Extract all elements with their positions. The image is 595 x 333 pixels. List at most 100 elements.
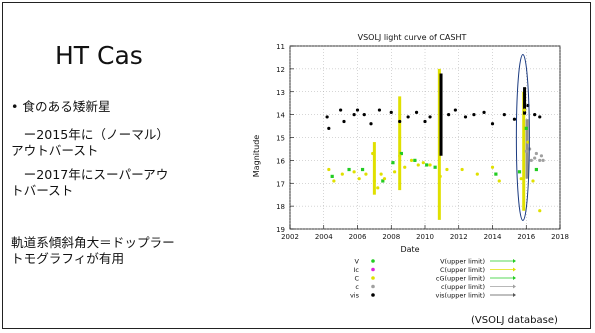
x-axis-label: Date: [400, 245, 419, 254]
legend-label: cG(upper limit): [436, 275, 485, 283]
data-point-V: [413, 158, 417, 162]
data-point-vis: [414, 110, 419, 114]
slide-title: HT Cas: [55, 41, 143, 70]
data-point-C: [409, 158, 414, 162]
legend-marker: [371, 284, 375, 289]
x-tick-label: 2002: [281, 233, 299, 241]
data-point-vis: [352, 113, 356, 117]
data-point-vis: [398, 119, 402, 124]
data-point-C: [519, 177, 523, 181]
legend-arrow-head: [513, 284, 516, 289]
y-tick-label: 11: [276, 43, 285, 51]
data-point-c: [529, 158, 533, 162]
legend-label: vis: [350, 292, 360, 300]
legend-arrow-head: [513, 259, 516, 263]
x-tick-label: 2016: [517, 233, 535, 241]
data-point-c: [539, 154, 544, 158]
legend-marker: [371, 293, 375, 297]
legend-label: vis(upper limit): [435, 292, 485, 300]
data-point-vis: [463, 115, 468, 119]
data-point-C: [538, 209, 542, 213]
legend-marker: [371, 276, 375, 280]
data-point-c: [524, 149, 528, 153]
data-point-C: [376, 186, 380, 190]
data-point-V: [494, 172, 498, 176]
data-point-V: [399, 151, 403, 156]
x-tick-label: 2008: [382, 233, 400, 241]
data-point-V: [534, 167, 538, 172]
legend-label: V: [355, 258, 360, 266]
data-point-vis: [472, 113, 476, 117]
source-label: (VSOLJ database): [471, 315, 558, 326]
bullet-line-1: • 食のある矮新星: [11, 99, 111, 114]
y-tick-label: 19: [276, 226, 285, 234]
data-point-C: [372, 179, 376, 183]
data-point-vis: [325, 115, 329, 119]
data-point-C: [393, 170, 397, 174]
bullet-line-4: ー2017年にスーパーアウ: [11, 167, 169, 182]
data-point-vis: [342, 119, 346, 124]
legend-arrow-head: [513, 267, 516, 272]
legend-arrow-head: [513, 276, 516, 280]
data-point-C: [445, 167, 449, 172]
legend-label: C: [354, 275, 359, 283]
data-point-C: [382, 177, 387, 181]
y-tick-label: 16: [276, 157, 285, 165]
x-tick-label: 2012: [450, 233, 468, 241]
data-point-vis: [512, 117, 517, 121]
data-point-vis: [490, 122, 495, 126]
data-point-vis: [327, 126, 331, 130]
data-point-C: [357, 177, 361, 181]
data-point-vis: [447, 113, 451, 117]
legend-marker: [371, 267, 375, 272]
chart-title: VSOLJ light curve of CASHT: [358, 33, 467, 42]
outburst-highlight-ellipse: [515, 54, 530, 221]
data-point-C: [531, 179, 535, 183]
data-point-vis: [502, 113, 506, 117]
bullet-line-6: 軌道系傾斜角大＝ドップラー: [11, 235, 175, 250]
y-tick-label: 12: [276, 66, 285, 74]
data-point-C: [497, 179, 501, 183]
data-point-C: [398, 154, 402, 158]
data-point-V: [391, 161, 395, 165]
data-point-C: [526, 140, 530, 144]
y-tick-label: 18: [276, 203, 285, 211]
y-axis-label: Magnitude: [252, 135, 261, 177]
bullet-line-3: アウトバースト: [11, 143, 99, 158]
legend-label: Ic: [354, 266, 360, 274]
data-point-C: [490, 165, 495, 169]
y-tick-label: 17: [276, 180, 285, 188]
bullet-line-7: トモグラフィが有用: [11, 251, 125, 266]
data-point-vis: [428, 115, 432, 119]
legend-marker: [371, 259, 375, 263]
data-point-V: [330, 174, 334, 178]
data-point-c: [533, 156, 537, 160]
data-point-vis: [369, 122, 373, 126]
data-point-C: [428, 163, 432, 167]
legend-label: C(upper limit): [440, 266, 485, 274]
data-point-C: [340, 172, 344, 176]
data-point-C: [327, 167, 331, 172]
x-tick-label: 2014: [484, 233, 502, 241]
data-point-V: [433, 165, 437, 169]
data-point-vis: [339, 108, 343, 112]
data-point-vis: [423, 119, 427, 124]
data-point-C: [332, 179, 336, 183]
data-point-V: [347, 167, 351, 172]
data-point-vis: [482, 110, 486, 114]
data-point-vis: [406, 115, 410, 119]
x-tick-label: 2004: [315, 233, 333, 241]
legend-label: V(upper limit): [440, 258, 485, 266]
data-point-C: [352, 170, 356, 174]
bullet-line-2: ー2015年に（ノーマル）: [11, 127, 169, 142]
data-point-vis: [389, 110, 393, 114]
data-point-C: [416, 163, 420, 167]
data-point-vis: [453, 108, 457, 112]
data-point-vis: [377, 108, 382, 112]
data-point-c: [538, 158, 542, 162]
y-tick-label: 15: [276, 135, 285, 143]
x-tick-label: 2010: [416, 233, 434, 241]
data-point-C: [371, 151, 375, 156]
plot-area: 2002 2004 2006 2008 2010 2012 2014 2016 2018 11 12…: [276, 43, 569, 241]
